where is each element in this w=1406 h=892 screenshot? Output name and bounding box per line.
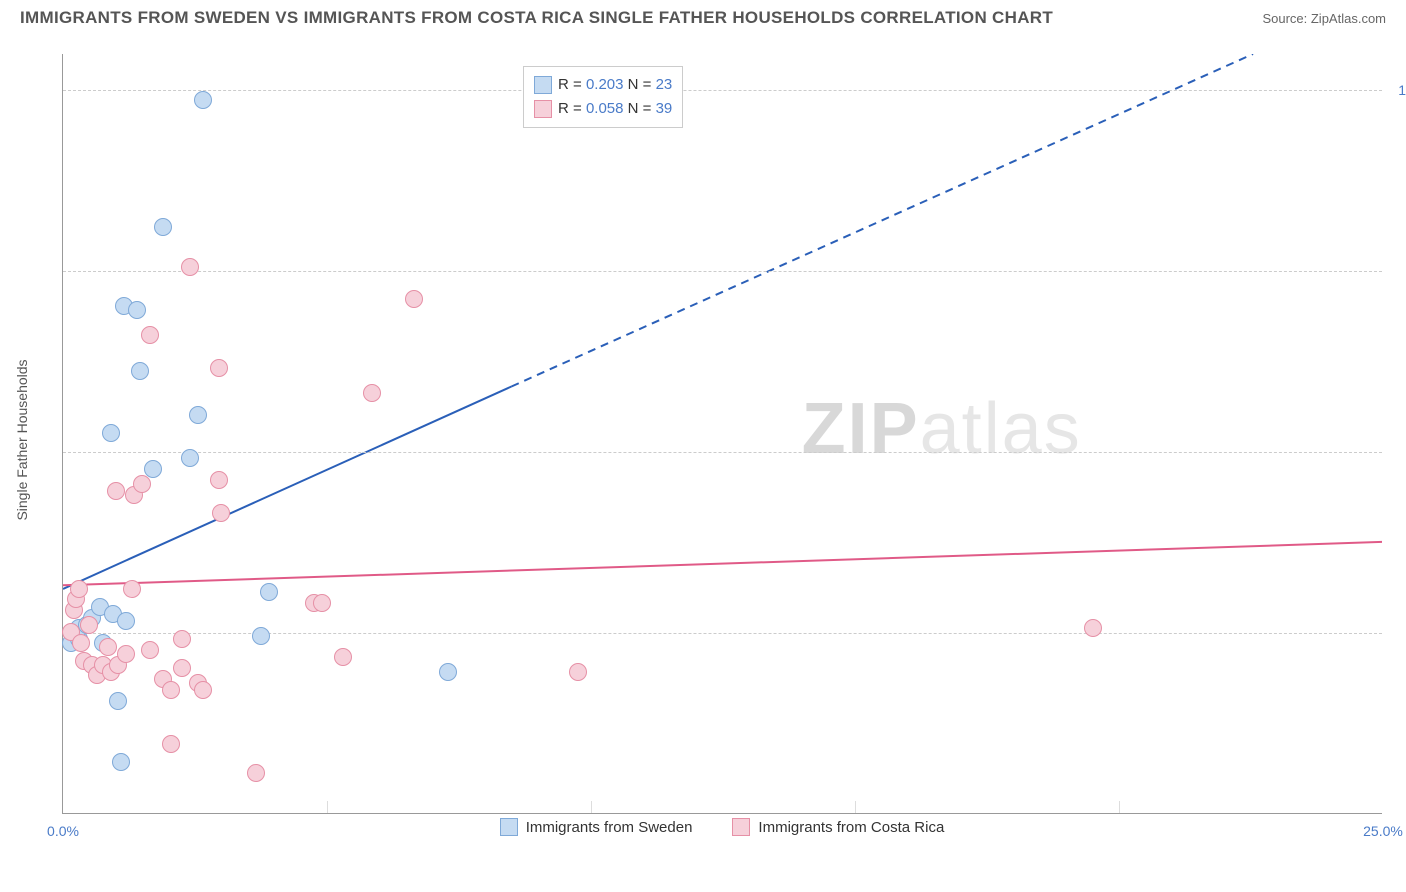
- data-point: [1084, 619, 1102, 637]
- data-point: [247, 764, 265, 782]
- data-point: [252, 627, 270, 645]
- data-point: [212, 504, 230, 522]
- data-point: [194, 91, 212, 109]
- gridline-h: [63, 271, 1382, 272]
- data-point: [117, 645, 135, 663]
- data-point: [363, 384, 381, 402]
- legend-swatch: [500, 818, 518, 836]
- data-point: [72, 634, 90, 652]
- data-point: [70, 580, 88, 598]
- data-point: [123, 580, 141, 598]
- data-point: [141, 641, 159, 659]
- legend-stats: R = 0.203 N = 23R = 0.058 N = 39: [523, 66, 683, 128]
- watermark: ZIPatlas: [802, 388, 1082, 470]
- data-point: [99, 638, 117, 656]
- data-point: [102, 424, 120, 442]
- data-point: [154, 218, 172, 236]
- legend-item: Immigrants from Costa Rica: [732, 818, 944, 836]
- data-point: [405, 290, 423, 308]
- trend-lines: [63, 54, 1382, 813]
- legend-swatch: [732, 818, 750, 836]
- legend-swatch: [534, 100, 552, 118]
- legend-stat-row: R = 0.058 N = 39: [534, 97, 672, 121]
- plot-region: ZIPatlas R = 0.203 N = 23R = 0.058 N = 3…: [62, 54, 1382, 814]
- data-point: [569, 663, 587, 681]
- data-point: [109, 692, 127, 710]
- data-point: [162, 735, 180, 753]
- data-point: [181, 258, 199, 276]
- data-point: [112, 753, 130, 771]
- x-minor-tick: [1119, 801, 1120, 813]
- data-point: [181, 449, 199, 467]
- gridline-h: [63, 90, 1382, 91]
- data-point: [133, 475, 151, 493]
- source-label: Source: ZipAtlas.com: [1262, 11, 1386, 26]
- x-minor-tick: [327, 801, 328, 813]
- data-point: [260, 583, 278, 601]
- data-point: [313, 594, 331, 612]
- y-axis-label: Single Father Households: [14, 359, 30, 520]
- data-point: [210, 471, 228, 489]
- legend-series: Immigrants from Sweden Immigrants from Co…: [52, 818, 1392, 836]
- legend-swatch: [534, 76, 552, 94]
- x-minor-tick: [591, 801, 592, 813]
- x-minor-tick: [855, 801, 856, 813]
- data-point: [194, 681, 212, 699]
- data-point: [162, 681, 180, 699]
- data-point: [334, 648, 352, 666]
- chart-title: IMMIGRANTS FROM SWEDEN VS IMMIGRANTS FRO…: [20, 8, 1053, 28]
- data-point: [117, 612, 135, 630]
- legend-item: Immigrants from Sweden: [500, 818, 693, 836]
- y-tick-label: 10.0%: [1398, 82, 1406, 98]
- legend-label: Immigrants from Costa Rica: [758, 819, 944, 836]
- chart-area: Single Father Households ZIPatlas R = 0.…: [52, 40, 1392, 840]
- legend-label: Immigrants from Sweden: [526, 819, 693, 836]
- data-point: [210, 359, 228, 377]
- data-point: [131, 362, 149, 380]
- data-point: [173, 659, 191, 677]
- data-point: [189, 406, 207, 424]
- data-point: [128, 301, 146, 319]
- data-point: [439, 663, 457, 681]
- data-point: [80, 616, 98, 634]
- data-point: [107, 482, 125, 500]
- gridline-h: [63, 452, 1382, 453]
- legend-stat-row: R = 0.203 N = 23: [534, 73, 672, 97]
- data-point: [141, 326, 159, 344]
- data-point: [173, 630, 191, 648]
